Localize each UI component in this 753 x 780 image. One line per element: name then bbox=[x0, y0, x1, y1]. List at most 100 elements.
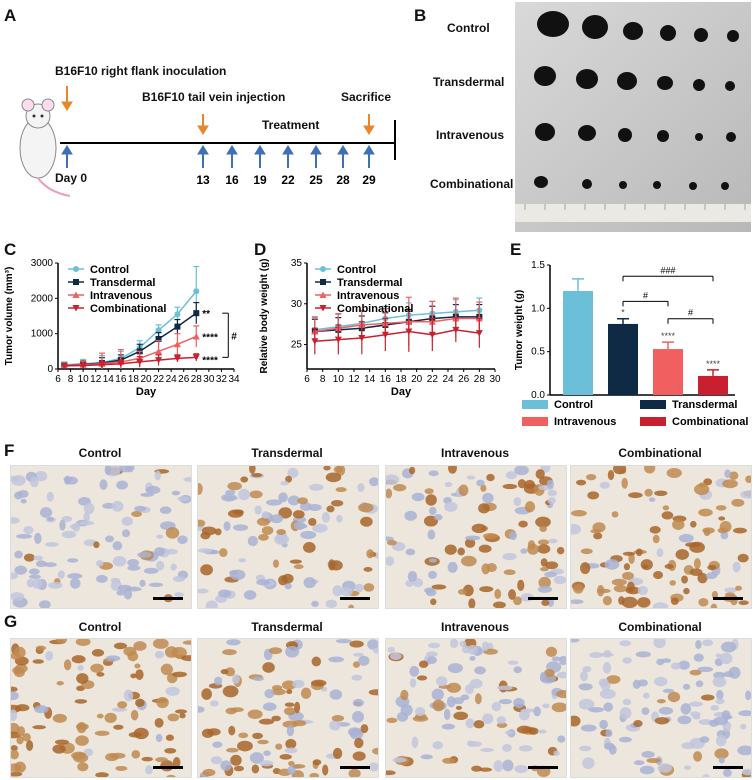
cell bbox=[134, 663, 141, 669]
cell bbox=[262, 702, 277, 711]
cell bbox=[644, 488, 653, 497]
day-tick-label: 22 bbox=[281, 173, 295, 187]
cell bbox=[94, 730, 110, 736]
cell bbox=[404, 510, 417, 521]
cell bbox=[715, 653, 722, 658]
legend-label: Combinational bbox=[337, 303, 413, 315]
cell bbox=[643, 692, 650, 699]
cell bbox=[293, 521, 306, 530]
cell bbox=[121, 516, 133, 527]
cell bbox=[471, 765, 482, 772]
x-tick-label: 12 bbox=[348, 374, 360, 385]
y-tick-label: 35 bbox=[291, 258, 303, 269]
cell bbox=[535, 469, 545, 480]
cell bbox=[468, 598, 476, 608]
cell bbox=[123, 646, 137, 656]
day-tick-label: 25 bbox=[309, 173, 323, 187]
ihc-g-title-transdermal: Transdermal bbox=[251, 620, 323, 634]
cell bbox=[693, 751, 703, 762]
cell bbox=[602, 662, 612, 674]
cell bbox=[711, 590, 718, 599]
significance-label: # bbox=[643, 290, 648, 300]
cell bbox=[38, 600, 51, 608]
cell bbox=[520, 548, 528, 554]
cell bbox=[607, 469, 615, 481]
cell bbox=[177, 535, 188, 545]
cell bbox=[32, 659, 44, 664]
cell bbox=[54, 739, 69, 745]
cell bbox=[331, 715, 345, 722]
cell bbox=[198, 706, 205, 713]
cell bbox=[117, 701, 128, 709]
cell bbox=[478, 544, 492, 553]
cell bbox=[457, 547, 465, 556]
cell bbox=[351, 674, 363, 681]
series-line bbox=[314, 309, 480, 331]
cell bbox=[20, 498, 27, 504]
cell bbox=[353, 652, 364, 657]
cell bbox=[596, 584, 605, 597]
cell bbox=[420, 754, 433, 760]
data-point bbox=[174, 323, 181, 330]
cell bbox=[455, 705, 462, 710]
y-tick-label: 0 bbox=[47, 364, 53, 375]
cell bbox=[537, 544, 551, 554]
cell bbox=[418, 660, 429, 668]
x-tick-label: 28 bbox=[474, 374, 486, 385]
cell bbox=[226, 747, 239, 753]
cell bbox=[715, 734, 727, 747]
x-tick-label: 10 bbox=[333, 374, 345, 385]
cell bbox=[65, 476, 78, 485]
cell bbox=[386, 539, 397, 546]
significance-label: # bbox=[688, 308, 693, 318]
cell bbox=[56, 680, 64, 686]
data-point bbox=[358, 335, 366, 342]
significance-label: **** bbox=[202, 355, 218, 366]
cell bbox=[737, 745, 751, 756]
cell bbox=[423, 587, 435, 594]
cell bbox=[325, 472, 342, 483]
cell bbox=[34, 532, 42, 545]
cell bbox=[247, 535, 258, 547]
cell bbox=[414, 707, 426, 717]
cell bbox=[323, 466, 331, 471]
cell bbox=[737, 553, 749, 563]
cell bbox=[292, 764, 306, 769]
cell bbox=[61, 515, 73, 523]
cell bbox=[11, 771, 23, 777]
cell bbox=[632, 679, 641, 689]
cell bbox=[518, 745, 533, 752]
cell bbox=[284, 702, 295, 707]
photo-row-combinational: Combinational bbox=[430, 177, 514, 191]
cell bbox=[212, 741, 223, 748]
data-point bbox=[452, 326, 460, 334]
cell bbox=[220, 760, 232, 771]
cell bbox=[721, 710, 731, 721]
cell bbox=[654, 676, 668, 687]
cell bbox=[465, 535, 481, 541]
y-axis-title: Tumor volume (mm³) bbox=[4, 267, 15, 366]
cell bbox=[453, 697, 464, 705]
cell bbox=[441, 723, 455, 730]
y-tick-label: 1.0 bbox=[531, 303, 545, 314]
cell bbox=[658, 707, 674, 715]
cell bbox=[367, 639, 378, 650]
cell bbox=[154, 650, 164, 659]
cell bbox=[312, 523, 328, 533]
cell bbox=[240, 476, 249, 483]
cell bbox=[258, 534, 269, 541]
cell bbox=[639, 765, 655, 775]
data-point bbox=[320, 266, 326, 272]
cell bbox=[447, 561, 458, 573]
cell bbox=[557, 735, 566, 743]
cell bbox=[700, 694, 715, 701]
cell bbox=[432, 699, 445, 712]
cell bbox=[459, 640, 467, 647]
cell bbox=[707, 564, 717, 571]
cell bbox=[537, 729, 547, 734]
cell bbox=[83, 502, 95, 515]
cell bbox=[154, 718, 164, 728]
y-axis-title: Tumor weight (g) bbox=[514, 290, 525, 370]
cell bbox=[67, 573, 83, 579]
cell bbox=[264, 689, 275, 699]
